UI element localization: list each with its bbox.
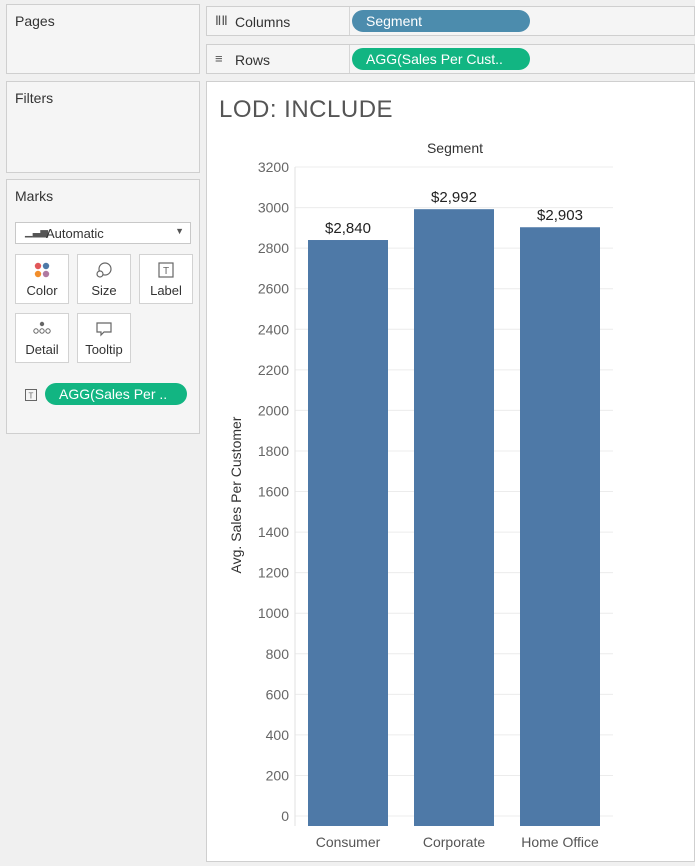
column-header: Segment	[427, 140, 483, 156]
text-mark-icon: T	[25, 388, 37, 406]
y-tick-label: 1600	[258, 484, 289, 500]
y-tick-label: 2000	[258, 402, 289, 418]
bar-data-label: $2,992	[431, 189, 477, 206]
y-tick-label: 1400	[258, 524, 289, 540]
y-axis: 0 200 400 600 800 1000 1200 1400 1600 1800 2000 220…	[258, 159, 296, 826]
bar[interactable]	[414, 209, 494, 826]
label-button[interactable]: T Label	[139, 254, 193, 304]
x-axis: Consumer Corporate Home Office	[316, 834, 599, 850]
y-tick-label: 1000	[258, 605, 289, 621]
detail-icon	[16, 320, 68, 340]
svg-text:T: T	[29, 392, 34, 401]
svg-text:T: T	[163, 266, 169, 277]
y-tick-label: 600	[266, 686, 290, 702]
rows-label: Rows	[235, 52, 271, 68]
marks-title: Marks	[15, 188, 54, 204]
y-tick-label: 800	[266, 646, 290, 662]
y-tick-label: 2200	[258, 362, 289, 378]
chevron-down-icon: ▼	[175, 226, 184, 236]
shelf-divider	[349, 45, 350, 73]
rows-shelf[interactable]: ≡ Rows AGG(Sales Per Cust..	[206, 44, 695, 74]
marks-label-pill[interactable]: AGG(Sales Per ..	[45, 383, 187, 405]
size-button[interactable]: Size	[77, 254, 131, 304]
bars: $2,840 $2,992 $2,903	[308, 189, 600, 827]
tooltip-button[interactable]: Tooltip	[77, 313, 131, 363]
bar[interactable]	[520, 227, 600, 827]
y-tick-label: 1800	[258, 443, 289, 459]
y-tick-label: 400	[266, 727, 290, 743]
bar-data-label: $2,840	[325, 220, 371, 237]
sheet-title: LOD: INCLUDE	[219, 96, 394, 123]
tooltip-label: Tooltip	[85, 342, 123, 357]
pages-panel[interactable]: Pages	[6, 4, 200, 74]
y-tick-label: 1200	[258, 565, 289, 581]
columns-label: Columns	[235, 14, 291, 30]
mark-type-dropdown[interactable]: ▁▃▅ Automatic ▼	[15, 222, 191, 244]
rows-icon: ≡	[215, 51, 223, 66]
size-icon	[78, 261, 130, 281]
color-label: Color	[26, 283, 58, 298]
detail-button[interactable]: Detail	[15, 313, 69, 363]
y-axis-label: Avg. Sales Per Customer	[228, 416, 244, 573]
columns-shelf[interactable]: ⅡⅡ Columns Segment	[206, 6, 695, 36]
bar-chart: Segment Avg. Sales Per Customer 0 200 400 6…	[228, 140, 613, 850]
label-icon: T	[140, 261, 192, 281]
detail-label: Detail	[25, 342, 59, 357]
columns-icon: ⅡⅡ	[215, 13, 228, 28]
x-tick-label: Corporate	[423, 834, 485, 850]
x-tick-label: Home Office	[521, 834, 599, 850]
tooltip-icon	[78, 320, 130, 340]
y-tick-label: 200	[266, 767, 290, 783]
columns-pill[interactable]: Segment	[352, 10, 530, 32]
y-tick-label: 0	[281, 808, 289, 824]
filters-panel[interactable]: Filters	[6, 81, 200, 173]
pages-title: Pages	[15, 13, 55, 29]
y-tick-label: 3200	[258, 159, 289, 175]
label-label: Label	[150, 283, 182, 298]
rows-pill[interactable]: AGG(Sales Per Cust..	[352, 48, 530, 70]
y-tick-label: 2800	[258, 240, 289, 256]
color-button[interactable]: Color	[15, 254, 69, 304]
filters-title: Filters	[15, 90, 54, 106]
y-tick-label: 2400	[258, 321, 289, 337]
color-icon	[16, 261, 68, 281]
y-tick-label: 2600	[258, 281, 289, 297]
x-tick-label: Consumer	[316, 834, 381, 850]
bar-data-label: $2,903	[537, 207, 583, 224]
chart-area: LOD: INCLUDE Segment Avg. Sales Per Cust…	[206, 81, 695, 862]
mark-type-value: Automatic	[46, 226, 104, 241]
bar[interactable]	[308, 240, 388, 826]
shelf-divider	[349, 7, 350, 35]
marks-panel: Marks ▁▃▅ Automatic ▼ Color Size T	[6, 179, 200, 434]
bar-chart-icon: ▁▃▅	[25, 227, 49, 238]
size-label: Size	[91, 283, 117, 298]
y-tick-label: 3000	[258, 200, 289, 216]
